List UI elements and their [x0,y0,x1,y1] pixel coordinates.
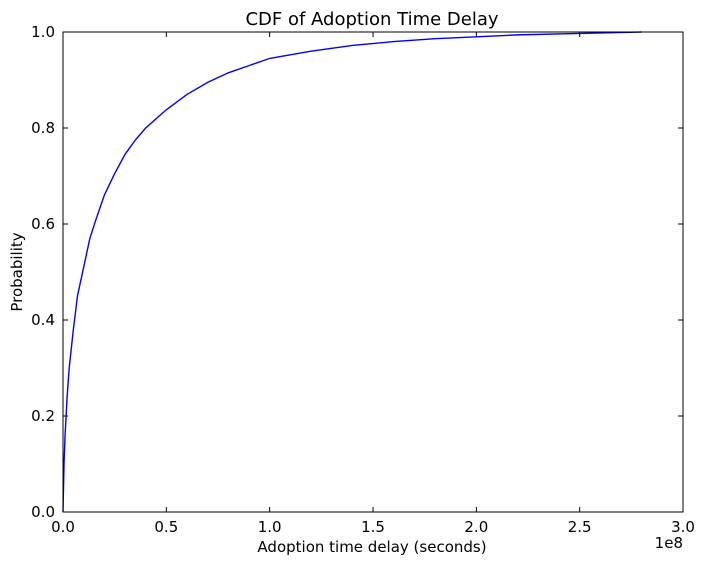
cdf-line [62,31,642,513]
x-tick-label: 2.0 [464,518,488,536]
y-tick-labels: 0.0 0.2 0.4 0.6 0.8 1.0 [31,23,55,521]
x-tick-labels: 0.0 0.5 1.0 1.5 2.0 2.5 3.0 [51,518,695,536]
x-tick-label: 0.0 [51,518,75,536]
x-axis-label: Adoption time delay (seconds) [257,538,486,556]
x-offset-label: 1e8 [655,534,683,552]
plot-area [63,32,683,512]
y-tick-label: 0.2 [31,407,55,425]
y-tick-label: 0.8 [31,119,55,137]
x-tick-label: 1.5 [361,518,385,536]
y-axis-label: Probability [8,232,26,311]
y-tick-label: 0.4 [31,311,55,329]
y-tick-label: 0.0 [31,503,55,521]
x-tick-label: 0.5 [154,518,178,536]
chart-title: CDF of Adoption Time Delay [245,9,498,30]
x-tick-label: 1.0 [258,518,282,536]
plot-frame [62,31,684,513]
y-tick-label: 0.6 [31,215,55,233]
x-tick-label: 2.5 [568,518,592,536]
y-tick-label: 1.0 [31,23,55,41]
x-tick-label: 3.0 [671,518,695,536]
